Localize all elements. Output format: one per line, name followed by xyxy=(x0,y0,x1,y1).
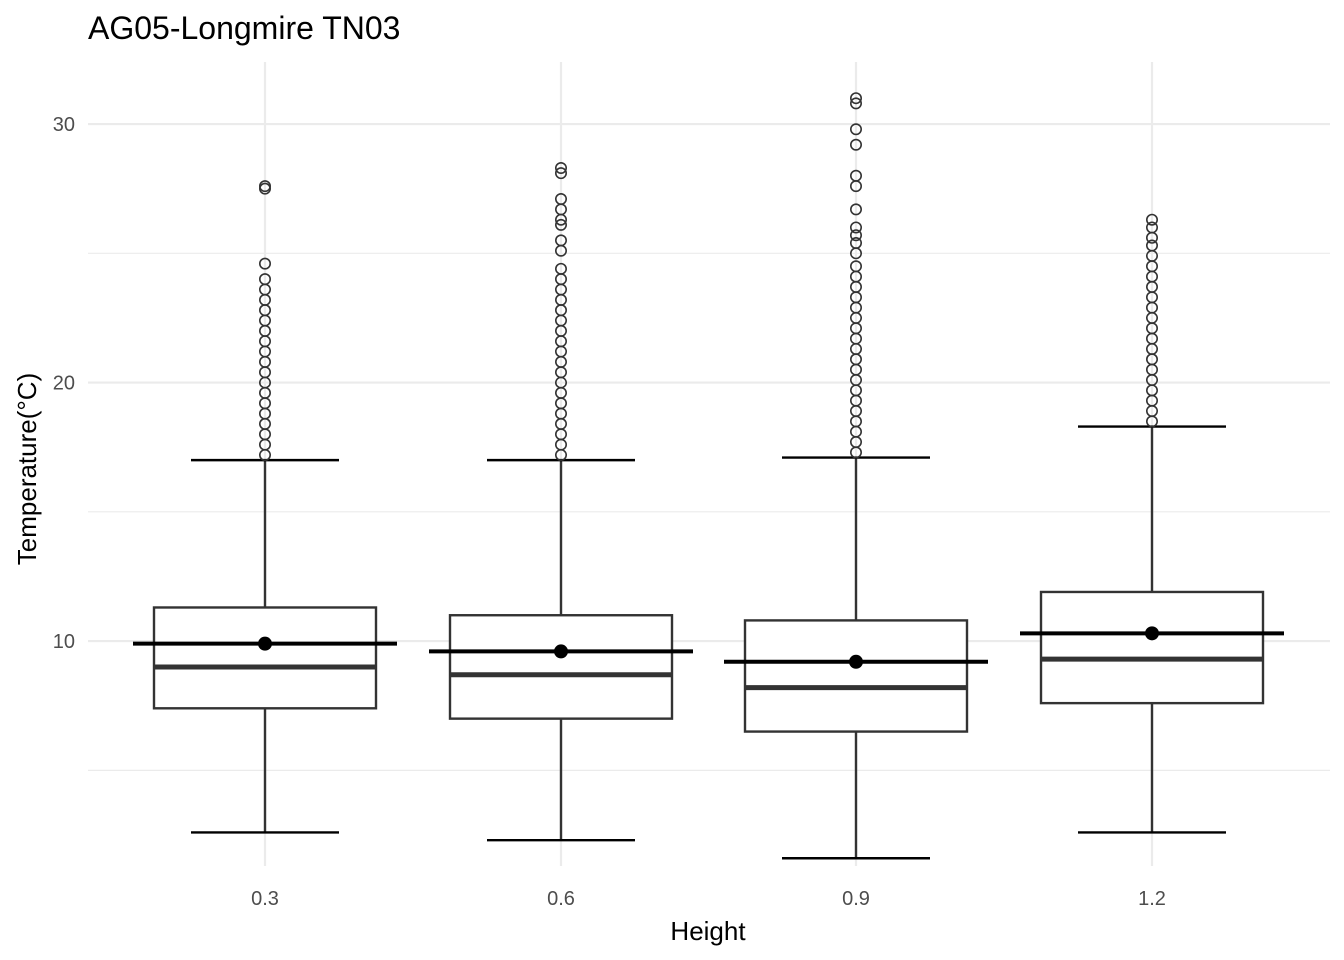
x-axis-label: Height xyxy=(670,916,746,946)
mean-point xyxy=(554,644,568,659)
outlier-point xyxy=(554,167,567,180)
outlier-point xyxy=(258,180,271,193)
iqr-box xyxy=(448,614,674,720)
outlier-point xyxy=(1146,213,1159,226)
outlier-point xyxy=(849,203,862,216)
x-tick-label: 0.9 xyxy=(842,888,870,910)
mean-point xyxy=(258,636,272,651)
y-tick-label: 10 xyxy=(53,631,75,653)
outlier-point xyxy=(554,218,567,231)
y-tick-label: 20 xyxy=(53,373,75,395)
outlier-point xyxy=(849,260,862,273)
outlier-point xyxy=(849,138,862,151)
box-group xyxy=(1020,213,1284,834)
outlier-point xyxy=(849,92,862,105)
outlier-point xyxy=(1146,239,1159,252)
outlier-point xyxy=(554,234,567,247)
outlier-point xyxy=(849,236,862,249)
mean-point xyxy=(1145,626,1159,641)
outlier-point xyxy=(849,221,862,234)
outlier-point xyxy=(258,273,271,286)
mean-point xyxy=(849,654,863,669)
outlier-point xyxy=(849,229,862,242)
y-axis-label: Temperature(°C) xyxy=(12,373,42,565)
box-group xyxy=(724,92,988,860)
iqr-box xyxy=(152,606,378,710)
outlier-point xyxy=(849,97,862,110)
data-layer xyxy=(133,92,1284,860)
x-tick-label: 0.3 xyxy=(251,888,279,910)
outlier-point xyxy=(554,262,567,275)
x-tick-label: 0.6 xyxy=(547,888,575,910)
outlier-point xyxy=(849,169,862,182)
outlier-point xyxy=(554,193,567,206)
outlier-point xyxy=(1146,221,1159,234)
outlier-point xyxy=(849,123,862,136)
box-group xyxy=(429,161,693,842)
iqr-box xyxy=(743,619,969,733)
iqr-box xyxy=(1039,590,1265,705)
outlier-point xyxy=(554,161,567,174)
axis-layer: 10 20 30 0.3 0.6 0.9 1.2 xyxy=(53,114,1166,910)
chart-title: AG05-Longmire TN03 xyxy=(88,10,400,46)
y-tick-label: 30 xyxy=(53,114,75,136)
box-group xyxy=(133,180,397,834)
outlier-point xyxy=(258,257,271,270)
x-tick-label: 1.2 xyxy=(1138,888,1166,910)
grid-layer xyxy=(88,62,1330,866)
